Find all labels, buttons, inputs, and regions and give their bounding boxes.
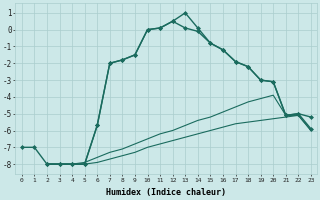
X-axis label: Humidex (Indice chaleur): Humidex (Indice chaleur) bbox=[106, 188, 226, 197]
